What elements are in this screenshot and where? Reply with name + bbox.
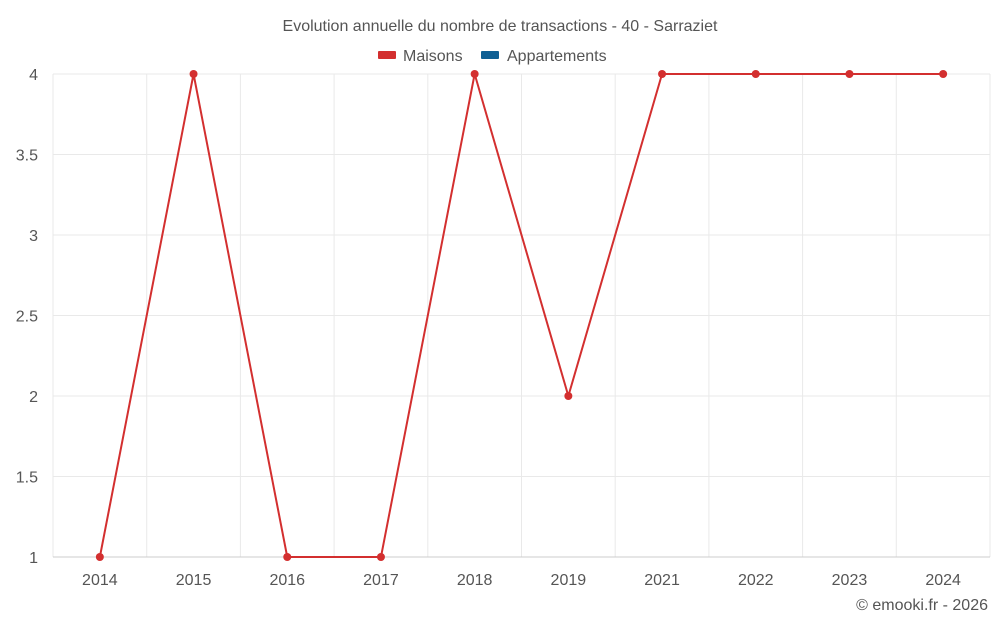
- y-tick-label: 2.5: [16, 309, 38, 326]
- legend-label-appartements: Appartements: [507, 48, 607, 65]
- data-point[interactable]: [939, 70, 948, 78]
- y-tick-label: 2: [29, 389, 38, 406]
- y-tick-label: 1.5: [16, 470, 38, 487]
- x-tick-label: 2023: [832, 572, 868, 589]
- legend-swatch-appartements: [481, 51, 499, 59]
- x-tick-label: 2018: [457, 572, 493, 589]
- x-tick-label: 2024: [925, 572, 961, 589]
- data-point[interactable]: [470, 70, 479, 78]
- x-tick-label: 2021: [644, 572, 680, 589]
- y-tick-label: 3: [29, 228, 38, 245]
- data-point[interactable]: [751, 70, 760, 78]
- series-maisons: [95, 70, 948, 561]
- legend-item-appartements[interactable]: Appartements: [481, 48, 607, 65]
- x-tick-label: 2014: [82, 572, 118, 589]
- legend: Maisons Appartements: [378, 48, 607, 65]
- data-point[interactable]: [376, 553, 385, 561]
- y-tick-label: 3.5: [16, 148, 38, 165]
- axes: 1 1.5 2 2.5 3 3.5 4 2014 2015 2016 2017 2018 2019 202…: [16, 67, 990, 589]
- data-point[interactable]: [845, 70, 854, 78]
- y-tick-label: 4: [29, 67, 38, 84]
- x-tick-label: 2015: [176, 572, 212, 589]
- grid: [52, 73, 991, 558]
- data-point[interactable]: [564, 392, 573, 400]
- x-tick-label: 2019: [551, 572, 587, 589]
- legend-swatch-maisons: [378, 51, 396, 59]
- y-tick-label: 1: [29, 550, 38, 567]
- data-point[interactable]: [658, 70, 667, 78]
- x-tick-label: 2016: [269, 572, 305, 589]
- chart-title: Evolution annuelle du nombre de transact…: [283, 18, 718, 35]
- data-point[interactable]: [189, 70, 198, 78]
- series-line-maisons: [98, 73, 944, 558]
- x-tick-label: 2022: [738, 572, 774, 589]
- data-point[interactable]: [283, 553, 292, 561]
- data-point[interactable]: [95, 553, 104, 561]
- x-tick-label: 2017: [363, 572, 399, 589]
- credit-text: © emooki.fr - 2026: [856, 597, 988, 614]
- legend-item-maisons[interactable]: Maisons: [378, 48, 463, 65]
- legend-label-maisons: Maisons: [403, 48, 463, 65]
